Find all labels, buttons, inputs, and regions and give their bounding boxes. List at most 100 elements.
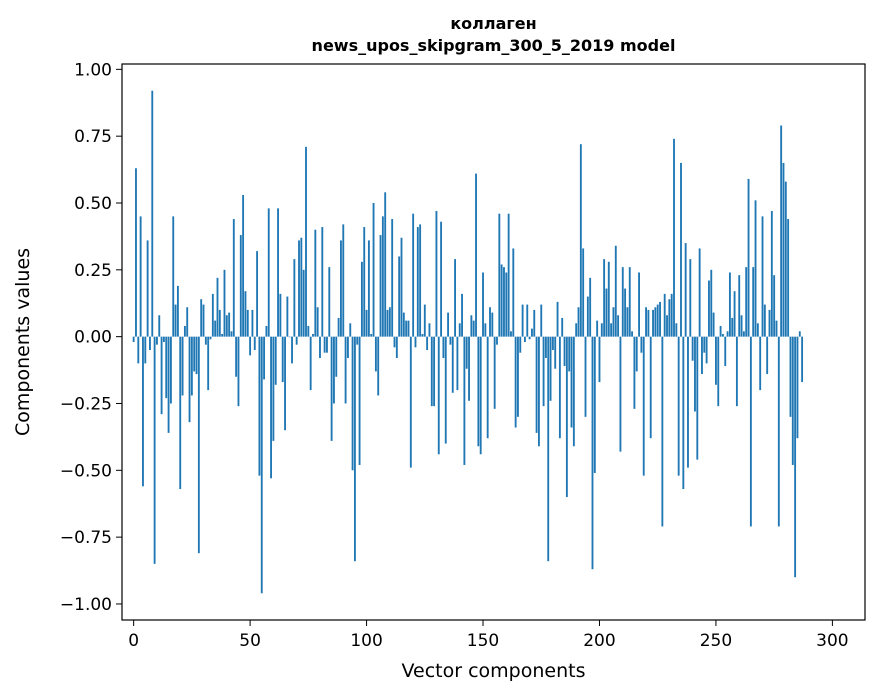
bar — [766, 336, 769, 375]
bar — [302, 269, 305, 337]
bar — [505, 272, 508, 337]
bar — [279, 293, 282, 337]
bar — [773, 275, 776, 337]
bar — [135, 168, 137, 337]
bar — [591, 336, 594, 570]
bar — [593, 336, 596, 473]
bar — [395, 336, 398, 359]
bar — [449, 336, 452, 345]
bar — [169, 336, 172, 404]
bar — [621, 267, 624, 337]
bar — [461, 293, 463, 337]
bar — [749, 336, 752, 527]
y-tick-label: −0.75 — [60, 528, 112, 548]
y-tick-label: 0.50 — [74, 194, 112, 214]
bar — [172, 216, 175, 337]
bar — [402, 312, 405, 337]
bar — [784, 181, 787, 337]
bar — [675, 323, 678, 337]
bar — [745, 267, 748, 337]
bar — [426, 336, 429, 351]
bar — [349, 323, 352, 337]
bar — [798, 331, 801, 337]
bar — [256, 251, 259, 337]
bar — [512, 248, 515, 337]
x-axis-ticks: 0 50 100 150 200 250 300 — [128, 620, 849, 651]
bar — [698, 248, 701, 337]
bar — [570, 336, 573, 428]
bar — [314, 229, 317, 337]
bar — [356, 336, 359, 345]
bar — [712, 312, 715, 337]
bar — [673, 138, 675, 337]
bar — [281, 336, 284, 383]
bar — [428, 323, 431, 337]
bar — [470, 315, 473, 337]
bar — [789, 336, 792, 417]
bar — [342, 224, 345, 337]
bar — [600, 323, 603, 337]
bar — [603, 259, 606, 337]
bar — [549, 336, 552, 401]
bar — [610, 323, 613, 337]
bar — [668, 299, 671, 337]
bar — [214, 320, 217, 337]
bar — [645, 307, 647, 337]
bar — [456, 336, 459, 391]
chart-subtitle: news_upos_skipgram_300_5_2019 model — [312, 36, 676, 55]
bar — [687, 336, 689, 468]
bar — [533, 309, 536, 337]
bar — [153, 336, 156, 564]
bar — [162, 336, 165, 342]
bar — [659, 301, 661, 337]
bar — [493, 336, 496, 409]
bar — [684, 243, 687, 337]
bar — [309, 336, 312, 391]
bar — [612, 307, 615, 337]
bar — [298, 240, 300, 337]
bar — [412, 213, 415, 337]
bar — [614, 245, 617, 337]
bar — [551, 336, 554, 351]
bar — [221, 333, 224, 337]
bar — [468, 336, 470, 401]
bar — [204, 336, 207, 345]
bar — [742, 331, 745, 337]
bar — [514, 336, 517, 428]
bar — [694, 336, 696, 412]
bar — [386, 309, 389, 337]
bar — [388, 307, 391, 337]
bar — [759, 336, 762, 391]
bar — [794, 336, 797, 578]
bar — [307, 325, 310, 337]
bar — [379, 235, 382, 337]
bar — [728, 272, 731, 337]
bar — [142, 336, 144, 487]
bar — [680, 162, 682, 337]
bar — [316, 307, 319, 337]
bar — [398, 256, 401, 337]
bar — [503, 267, 505, 337]
bar — [782, 162, 785, 337]
bar — [295, 336, 298, 345]
bar — [556, 301, 559, 337]
bar — [242, 194, 245, 337]
bar — [575, 323, 578, 337]
bar — [747, 178, 750, 337]
bar — [624, 288, 627, 337]
bar — [649, 336, 652, 439]
x-tick-label: 50 — [239, 631, 261, 651]
bar — [223, 269, 226, 337]
bar — [735, 336, 738, 407]
bar — [167, 336, 170, 433]
bar — [249, 336, 252, 356]
bar — [607, 261, 610, 337]
bar — [719, 325, 722, 337]
bar — [188, 336, 191, 423]
bar — [619, 336, 622, 452]
bar — [209, 336, 212, 340]
bar — [507, 213, 510, 337]
bar — [137, 336, 140, 364]
bar — [598, 336, 601, 383]
